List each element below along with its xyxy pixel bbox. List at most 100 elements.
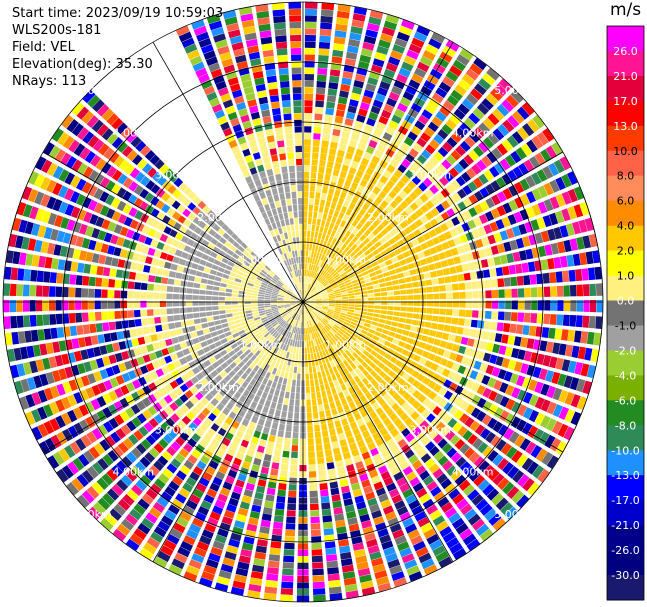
range-gate <box>139 365 149 375</box>
range-gate <box>153 284 161 291</box>
range-gate <box>364 249 372 256</box>
range-gate <box>430 346 439 354</box>
range-gate <box>260 466 269 475</box>
range-gate <box>201 368 210 377</box>
range-gate <box>324 449 333 457</box>
range-gate <box>515 263 523 274</box>
range-gate <box>343 265 351 272</box>
range-gate <box>312 139 320 147</box>
range-gate <box>300 289 302 296</box>
range-gate <box>217 427 227 437</box>
range-gate <box>144 192 155 203</box>
range-gate <box>424 360 433 369</box>
range-gate <box>164 261 172 269</box>
range-gate <box>100 518 114 531</box>
range-gate <box>481 236 490 247</box>
range-gate <box>272 310 279 314</box>
range-gate <box>218 296 225 301</box>
range-gate <box>349 354 356 362</box>
range-gate <box>436 520 449 532</box>
range-gate <box>158 340 167 349</box>
range-gate <box>305 290 309 297</box>
range-gate <box>264 305 271 308</box>
range-gate <box>214 417 224 427</box>
range-gate <box>433 450 445 462</box>
range-gate <box>340 397 348 406</box>
range-gate <box>464 319 472 327</box>
range-gate <box>326 560 339 568</box>
range-gate <box>478 248 487 258</box>
range-gate <box>319 226 324 233</box>
range-gate <box>330 230 337 237</box>
range-gate <box>337 330 344 336</box>
range-gate <box>466 167 477 179</box>
range-gate <box>129 533 144 546</box>
range-gate <box>313 126 322 134</box>
range-gate <box>507 214 517 225</box>
range-gate <box>393 471 404 482</box>
range-gate <box>368 16 382 26</box>
range-gate <box>386 438 396 448</box>
range-gate <box>49 286 56 297</box>
range-gate <box>225 265 233 271</box>
range-gate <box>360 409 368 418</box>
range-gate <box>33 375 43 389</box>
range-gate <box>514 196 524 209</box>
range-gate <box>238 445 247 454</box>
range-gate <box>465 93 479 106</box>
range-gate <box>299 224 303 231</box>
range-gate <box>320 290 327 295</box>
range-gate <box>335 265 342 272</box>
range-gate <box>286 510 296 517</box>
range-gate <box>511 401 522 414</box>
range-gate <box>229 361 237 369</box>
range-gate <box>477 320 485 329</box>
range-gate <box>221 516 233 526</box>
range-gate <box>246 523 258 532</box>
range-gate <box>308 294 314 299</box>
range-gate <box>100 243 109 254</box>
range-gate <box>285 316 291 322</box>
range-gate <box>388 379 397 387</box>
range-gate <box>124 360 133 370</box>
range-gate <box>245 291 252 296</box>
range-gate <box>527 425 539 439</box>
range-gate <box>188 345 196 353</box>
range-gate <box>422 498 435 510</box>
range-gate <box>44 257 53 269</box>
range-gate <box>345 381 352 389</box>
range-gate <box>56 468 69 483</box>
range-gate <box>331 494 341 502</box>
range-gate <box>351 196 359 205</box>
range-gate <box>267 82 278 90</box>
range-gate <box>228 497 239 507</box>
range-gate <box>161 348 170 356</box>
range-gate <box>482 387 492 399</box>
range-gate <box>418 341 427 349</box>
range-gate <box>313 339 317 346</box>
range-gate <box>214 383 223 392</box>
range-gate <box>507 359 517 371</box>
range-gate <box>305 250 309 257</box>
range-gate <box>257 479 267 487</box>
range-gate <box>289 272 293 279</box>
range-gate <box>115 321 123 330</box>
range-gate <box>355 148 364 157</box>
range-gate <box>370 105 381 115</box>
range-gate <box>259 30 272 38</box>
range-gate <box>317 337 322 345</box>
range-gate <box>528 379 538 392</box>
range-gate <box>153 390 163 400</box>
range-gate <box>304 67 315 74</box>
range-gate <box>311 555 323 563</box>
range-gate <box>482 137 495 149</box>
range-gate <box>383 169 392 179</box>
range-gate <box>400 289 407 295</box>
range-gate <box>294 119 302 127</box>
range-gate <box>297 283 300 290</box>
range-gate <box>283 179 290 187</box>
range-gate <box>136 263 145 272</box>
azimuth-spoke <box>42 301 304 453</box>
range-gate <box>297 314 300 321</box>
range-gate <box>235 479 245 488</box>
